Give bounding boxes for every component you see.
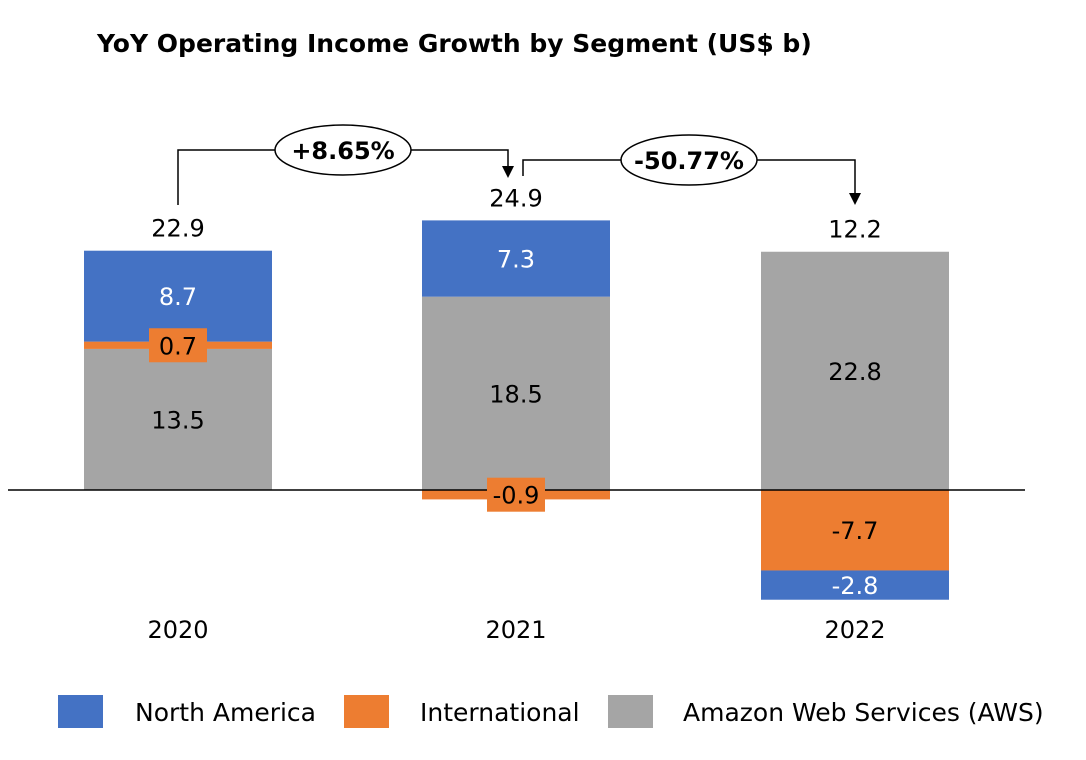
x-tick-label: 2020 [147,616,208,644]
bar-segment [422,296,610,490]
growth-oval [620,134,758,186]
bar-segment [761,251,949,490]
total-label: 22.9 [151,215,204,243]
growth-label: +8.65% [291,137,394,165]
x-tick-label: 2021 [485,616,546,644]
legend-swatch [58,695,103,728]
data-label: -0.9 [493,482,540,510]
x-tick-label: 2022 [824,616,885,644]
legend-label: Amazon Web Services (AWS) [683,698,1044,727]
data-label: 13.5 [151,406,204,434]
bar-segment [422,220,610,297]
growth-oval [274,124,412,176]
bar-segment [84,348,272,490]
legend-label: International [420,698,580,727]
arrow-down-icon [502,166,514,178]
data-label: 18.5 [489,380,542,408]
bar-segment [761,570,949,600]
data-label: -2.8 [832,572,879,600]
chart-title: YoY Operating Income Growth by Segment (… [96,29,812,58]
legend-swatch [344,695,389,728]
total-label: 12.2 [828,216,881,244]
bar-segment [84,250,272,342]
legend-swatch [608,695,653,728]
data-label: 0.7 [159,332,197,360]
data-label: 7.3 [497,246,535,274]
growth-label: -50.77% [634,147,744,175]
data-label-box [487,477,545,512]
data-label: -7.7 [832,517,879,545]
total-label: 24.9 [489,184,542,212]
data-label: 8.7 [159,283,197,311]
legend-label: North America [135,698,316,727]
bar-segment [761,490,949,571]
arrow-down-icon [849,193,861,205]
data-label: 22.8 [828,358,881,386]
data-label-box [149,328,207,363]
